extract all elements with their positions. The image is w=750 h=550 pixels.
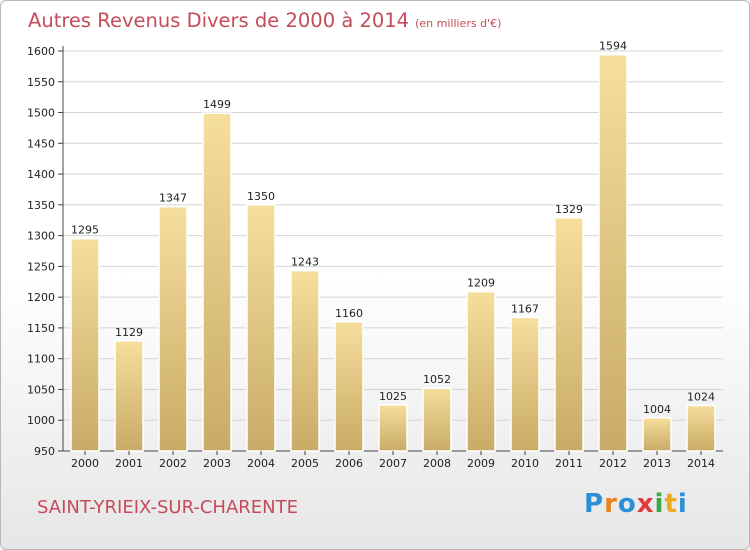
logo-letter: t: [664, 489, 678, 519]
x-tick-label-2008: 2008: [423, 457, 451, 470]
chart-title: Autres Revenus Divers de 2000 à 2014 (en …: [28, 9, 501, 32]
x-tick-label-2001: 2001: [115, 457, 143, 470]
y-tick-label: 1550: [27, 76, 55, 89]
data-label-2003: 1499: [203, 98, 231, 111]
y-tick-label: 1500: [27, 107, 55, 120]
data-label-2009: 1209: [467, 277, 495, 290]
data-label-2006: 1160: [335, 307, 363, 320]
data-label-2014: 1024: [687, 390, 715, 403]
bar-2012: [598, 53, 628, 452]
bar-2005: [290, 269, 320, 452]
y-tick-label: 1400: [27, 168, 55, 181]
x-tick-label-2005: 2005: [291, 457, 319, 470]
y-tick-label: 1450: [27, 137, 55, 150]
y-tick-label: 1250: [27, 260, 55, 273]
bar-2010: [510, 316, 540, 452]
x-tick-label-2013: 2013: [643, 457, 671, 470]
bar-2000: [70, 237, 100, 452]
logo-letter: i: [677, 489, 688, 519]
data-label-2012: 1594: [599, 40, 627, 53]
bar-2002: [158, 205, 188, 452]
logo-letter: i: [654, 489, 665, 519]
x-tick-label-2007: 2007: [379, 457, 407, 470]
y-tick-label: 1100: [27, 353, 55, 366]
data-label-2013: 1004: [643, 403, 671, 416]
bar-2007: [378, 404, 408, 452]
data-label-2008: 1052: [423, 373, 451, 386]
x-tick-label-2010: 2010: [511, 457, 539, 470]
data-label-2001: 1129: [115, 326, 143, 339]
bar-2014: [686, 404, 716, 452]
logo-letter: o: [617, 489, 637, 519]
logo-letter: x: [636, 489, 655, 519]
bar-2013: [642, 417, 672, 452]
data-label-2005: 1243: [291, 256, 319, 269]
y-tick-label: 1000: [27, 414, 55, 427]
x-tick-label-2002: 2002: [159, 457, 187, 470]
x-tick-label-2003: 2003: [203, 457, 231, 470]
x-tick-label-2006: 2006: [335, 457, 363, 470]
x-tick-label-2004: 2004: [247, 457, 275, 470]
logo-letter: P: [584, 489, 605, 519]
commune-name: SAINT-YRIEIX-SUR-CHARENTE: [37, 497, 298, 518]
data-label-2004: 1350: [247, 190, 275, 203]
x-tick-label-2009: 2009: [467, 457, 495, 470]
chart-unit: (en milliers d'€): [415, 17, 502, 30]
bar-2004: [246, 204, 276, 452]
bar-2006: [334, 321, 364, 452]
bar-2011: [554, 217, 584, 452]
y-tick-label: 1150: [27, 322, 55, 335]
y-tick-label: 950: [34, 445, 55, 458]
bar-2001: [114, 340, 144, 452]
x-tick-label-2014: 2014: [687, 457, 715, 470]
logo-letter: r: [604, 489, 618, 519]
y-tick-label: 1300: [27, 230, 55, 243]
bar-2009: [466, 290, 496, 452]
x-tick-label-2012: 2012: [599, 457, 627, 470]
data-label-2000: 1295: [71, 224, 99, 237]
proxiti-logo: Proxiti: [584, 489, 688, 519]
y-tick-label: 1600: [27, 45, 55, 58]
data-label-2011: 1329: [555, 203, 583, 216]
y-tick-label: 1350: [27, 199, 55, 212]
data-label-2007: 1025: [379, 390, 407, 403]
bar-2008: [422, 387, 452, 452]
data-label-2002: 1347: [159, 192, 187, 205]
y-tick-label: 1050: [27, 383, 55, 396]
x-tick-label-2011: 2011: [555, 457, 583, 470]
data-label-2010: 1167: [511, 302, 539, 315]
chart-title-text: Autres Revenus Divers de 2000 à 2014: [28, 9, 410, 32]
bar-2003: [202, 112, 232, 452]
x-tick-label-2000: 2000: [71, 457, 99, 470]
y-tick-label: 1200: [27, 291, 55, 304]
